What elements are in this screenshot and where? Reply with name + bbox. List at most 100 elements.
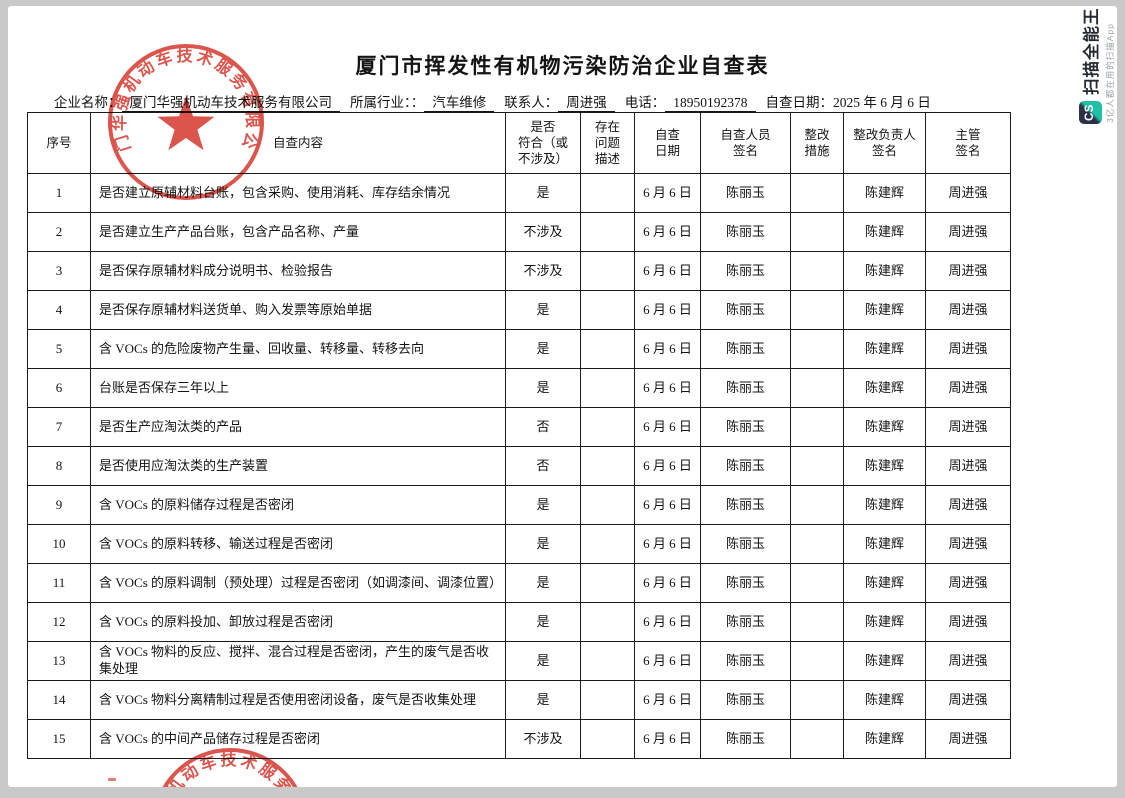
cell-date: 6 月 6 日 [634,407,701,447]
self-inspection-table: 序号 自查内容 是否 符合（或 不涉及） 存在 问题 描述 自查 日期 自查人员 签名 整改… [27,112,1011,759]
cell-rectifier: 陈建辉 [843,602,926,642]
cell-rectifier: 陈建辉 [843,407,926,447]
column-header-7: 整改负责人 签名 [843,112,926,174]
table-row: 7 是否生产应淘汰类的产品否 6 月 6 日陈丽玉 陈建辉 周进强 [27,407,1011,447]
cell-inspector: 陈丽玉 [700,290,791,330]
cell-date: 6 月 6 日 [634,719,701,759]
cell-supervisor: 周进强 [925,641,1011,681]
cell-supervisor: 周进强 [925,173,1011,213]
cell-supervisor: 周进强 [925,563,1011,603]
cell-rectifier: 陈建辉 [843,680,926,720]
cell-no: 1 [27,173,91,213]
table-row: 10 含 VOCs 的原料转移、输送过程是否密闭是 6 月 6 日陈丽玉 陈建辉 周进强 [27,524,1011,564]
table-row: 4 是否保存原辅材料送货单、购入发票等原始单据是 6 月 6 日陈丽玉 陈建辉 周进强 [27,290,1011,330]
column-header-1: 自查内容 [90,112,506,174]
cell-no: 4 [27,290,91,330]
cell-problem [580,407,635,447]
table-row: 12 含 VOCs 的原料投加、卸放过程是否密闭是 6 月 6 日陈丽玉 陈建辉 周进强 [27,602,1011,642]
cell-date: 6 月 6 日 [634,563,701,603]
cell-comply: 是 [505,485,581,525]
cell-no: 8 [27,446,91,486]
cell-comply: 是 [505,329,581,369]
column-header-4: 自查 日期 [634,112,701,174]
cell-inspector: 陈丽玉 [700,251,791,291]
cell-date: 6 月 6 日 [634,485,701,525]
cell-measures [790,602,844,642]
cell-date: 6 月 6 日 [634,212,701,252]
column-header-6: 整改 措施 [790,112,844,174]
camscanner-brand: 扫描全能王 [1083,7,1101,96]
inspection-date-label: 自查日期： [765,95,834,110]
table-row: 6 台账是否保存三年以上是 6 月 6 日陈丽玉 陈建辉 周进强 [27,368,1011,408]
cell-problem [580,563,635,603]
cell-comply: 否 [505,446,581,486]
page-title: 厦门市挥发性有机物污染防治企业自查表 [355,54,770,78]
cell-content: 含 VOCs 的原料调制（预处理）过程是否密闭（如调漆间、调漆位置） [90,563,506,603]
cell-no: 5 [27,329,91,369]
cell-content: 是否建立原辅材料台账，包含采购、使用消耗、库存结余情况 [90,173,506,213]
cell-inspector: 陈丽玉 [700,407,791,447]
cell-date: 6 月 6 日 [634,641,701,681]
industry-value: 汽车维修 [424,95,495,112]
cell-content: 含 VOCs 物料分离精制过程是否使用密闭设备，废气是否收集处理 [90,680,506,720]
cell-problem [580,719,635,759]
cell-measures [790,485,844,525]
cell-content: 是否建立生产产品台账，包含产品名称、产量 [90,212,506,252]
cell-date: 6 月 6 日 [634,680,701,720]
table-row: 8 是否使用应淘汰类的生产装置否 6 月 6 日陈丽玉 陈建辉 周进强 [27,446,1011,486]
cell-measures [790,407,844,447]
cell-comply: 是 [505,563,581,603]
cell-comply: 是 [505,368,581,408]
cell-inspector: 陈丽玉 [700,485,791,525]
cell-rectifier: 陈建辉 [843,719,926,759]
camscanner-watermark: CS 扫描全能王 3亿人都在用的扫描App [1078,6,1116,124]
cell-content: 含 VOCs 的中间产品储存过程是否密闭 [90,719,506,759]
inspection-date-value: 2025 年 6 月 6 日 [833,95,931,110]
cell-measures [790,563,844,603]
column-header-8: 主管 签名 [925,112,1011,174]
cell-no: 10 [27,524,91,564]
cell-rectifier: 陈建辉 [843,563,926,603]
cell-no: 6 [27,368,91,408]
cell-date: 6 月 6 日 [634,368,701,408]
company-info-line: 企业名称： 厦门华强机动车技术服务有限公司 所属行业：： 汽车维修 联系人： 周进强 电话：… [54,91,1094,112]
cell-problem [580,680,635,720]
company-name-label: 企业名称： [54,95,122,110]
cell-content: 含 VOCs 的原料投加、卸放过程是否密闭 [90,602,506,642]
cell-comply: 不涉及 [505,251,581,291]
cell-inspector: 陈丽玉 [700,368,791,408]
table-row: 14 含 VOCs 物料分离精制过程是否使用密闭设备，废气是否收集处理是 6 月 6… [27,680,1011,720]
cell-problem [580,212,635,252]
cell-supervisor: 周进强 [925,251,1011,291]
cell-comply: 是 [505,173,581,213]
cell-problem [580,173,635,213]
cell-supervisor: 周进强 [925,368,1011,408]
column-header-3: 存在 问题 描述 [580,112,635,174]
cell-inspector: 陈丽玉 [700,524,791,564]
table-row: 1 是否建立原辅材料台账，包含采购、使用消耗、库存结余情况是 6 月 6 日陈丽玉 陈… [27,173,1011,213]
cell-rectifier: 陈建辉 [843,290,926,330]
cell-problem [580,251,635,291]
cell-date: 6 月 6 日 [634,290,701,330]
cell-comply: 否 [505,407,581,447]
cell-supervisor: 周进强 [925,602,1011,642]
cell-measures [790,641,844,681]
camscanner-logo-icon: CS [1078,101,1102,124]
scanned-page: 厦门市挥发性有机物污染防治企业自查表 企业名称： 厦门华强机动车技术服务有限公司所… [8,6,1117,787]
cell-supervisor: 周进强 [925,407,1011,447]
contact-label: 联系人： [504,95,559,110]
cell-inspector: 陈丽玉 [700,641,791,681]
cell-problem [580,446,635,486]
cell-rectifier: 陈建辉 [843,329,926,369]
cell-inspector: 陈丽玉 [700,680,791,720]
table-row: 15 含 VOCs 的中间产品储存过程是否密闭 不涉及 6 月 6 日陈丽玉 陈建辉 周进… [27,719,1011,759]
cell-inspector: 陈丽玉 [700,719,791,759]
cell-no: 11 [27,563,91,603]
cell-rectifier: 陈建辉 [843,212,926,252]
cell-content: 是否使用应淘汰类的生产装置 [90,446,506,486]
cell-no: 3 [27,251,91,291]
cell-date: 6 月 6 日 [634,251,701,291]
cell-inspector: 陈丽玉 [700,212,791,252]
cell-date: 6 月 6 日 [634,602,701,642]
